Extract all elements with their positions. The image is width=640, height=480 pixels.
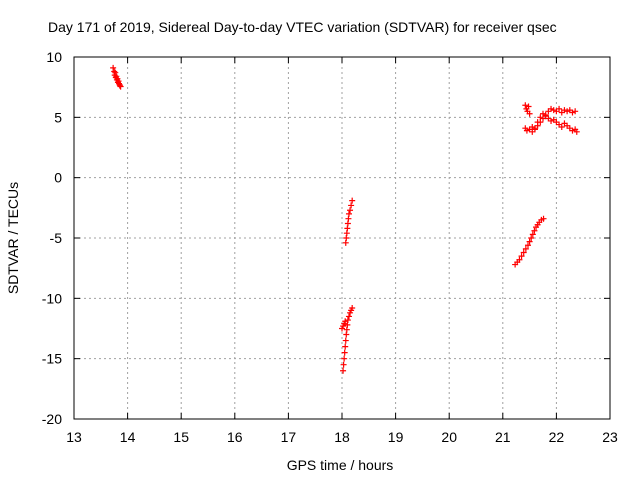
x-tick-label: 13 (66, 429, 82, 445)
chart-title: Day 171 of 2019, Sidereal Day-to-day VTE… (48, 19, 557, 35)
data-point (569, 127, 576, 134)
data-points (110, 64, 580, 374)
data-point (518, 253, 525, 260)
y-tick-label: -10 (42, 290, 62, 306)
data-point (347, 207, 354, 214)
data-point (349, 197, 356, 204)
y-tick-label: 10 (46, 49, 62, 65)
data-point (548, 105, 555, 112)
data-point (526, 110, 533, 117)
data-point (522, 245, 529, 252)
y-tick-label: -5 (50, 230, 63, 246)
data-point (340, 361, 347, 368)
data-point (345, 210, 352, 217)
data-point (561, 107, 568, 114)
data-point (572, 108, 579, 115)
data-point (349, 304, 356, 311)
series-arc-13.8h (110, 64, 124, 90)
grid-layer (74, 57, 610, 419)
x-tick-label: 20 (441, 429, 457, 445)
data-point (110, 64, 117, 71)
data-point (573, 128, 580, 135)
x-tick-label: 17 (281, 429, 297, 445)
series-arc-18.1h-upper (342, 197, 356, 246)
data-point (344, 317, 351, 324)
x-tick-label: 16 (227, 429, 243, 445)
data-point (516, 256, 523, 263)
x-axis-label: GPS time / hours (287, 457, 394, 473)
series-arc-21.5h-lower (512, 215, 547, 268)
data-point (522, 102, 529, 109)
data-point (526, 238, 533, 245)
data-point (556, 105, 563, 112)
data-point (341, 355, 348, 362)
data-point (531, 125, 538, 132)
data-point (524, 242, 531, 249)
data-point (340, 367, 347, 374)
series-arc-21.5h-upper-b (529, 110, 580, 135)
data-point (520, 249, 527, 256)
series-arc-18.1h-lower (339, 304, 356, 374)
x-tick-label: 14 (120, 429, 136, 445)
data-point (525, 103, 532, 110)
data-point (523, 127, 530, 134)
x-tick-label: 23 (602, 429, 618, 445)
x-tick-label: 22 (549, 429, 565, 445)
data-point (342, 343, 349, 350)
data-point (531, 227, 538, 234)
x-tick-label: 19 (388, 429, 404, 445)
y-axis-label: SDTVAR / TECUs (5, 182, 21, 294)
x-axis-tick-labels: 13 14 15 16 17 18 19 20 21 22 23 (66, 429, 618, 445)
axis-ticks (73, 56, 611, 420)
data-point (564, 108, 571, 115)
data-point (550, 107, 557, 114)
y-axis-tick-labels: 10 5 0 -5 -10 -15 -20 (42, 49, 62, 427)
x-tick-label: 21 (495, 429, 511, 445)
data-point (348, 202, 355, 209)
data-point (537, 114, 544, 121)
data-point (548, 117, 555, 124)
data-point (528, 235, 535, 241)
x-tick-label: 15 (173, 429, 189, 445)
data-point (534, 119, 541, 126)
data-point (529, 128, 536, 135)
data-point (540, 215, 547, 222)
data-point (529, 231, 536, 238)
data-point (117, 83, 124, 90)
x-tick-label: 18 (334, 429, 350, 445)
data-point (342, 337, 349, 344)
y-tick-label: 5 (54, 109, 62, 125)
data-point (342, 318, 349, 325)
data-point (341, 349, 348, 356)
y-tick-label: -15 (42, 351, 62, 367)
data-point (558, 123, 565, 130)
data-point (345, 313, 352, 320)
y-tick-label: 0 (54, 170, 62, 186)
y-tick-label: -20 (42, 411, 62, 427)
data-point (569, 109, 576, 116)
